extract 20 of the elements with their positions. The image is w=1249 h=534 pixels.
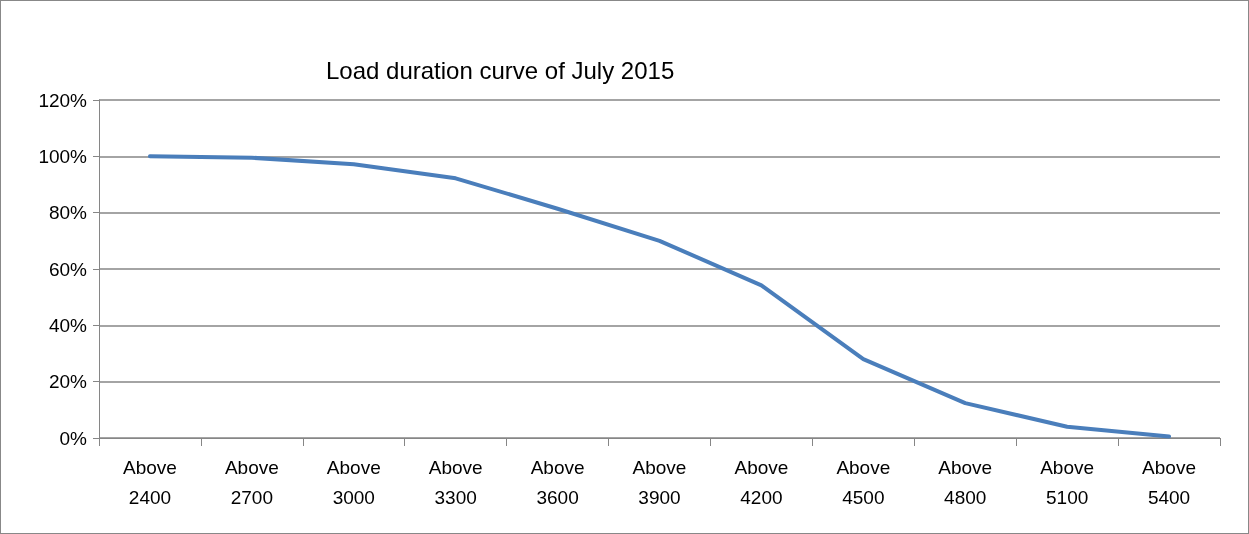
x-tick-label: Above 3900 [632,456,687,508]
x-tick-label: Above 2400 [123,456,177,508]
x-tick-label: Above 5400 [1142,456,1196,508]
y-tick-label: 20% [48,371,88,393]
line-series [147,154,1172,439]
x-tick-label: Above 3600 [530,456,585,508]
y-tick-label: 120% [38,89,88,111]
x-tick-label: Above 4200 [734,456,789,508]
chart-title: Load duration curve of July 2015 [326,56,675,84]
x-tick-label: Above 4800 [938,456,993,508]
x-tick-label: Above 3000 [326,456,381,508]
x-tick-label: Above 2700 [224,456,279,508]
y-tick-label: 100% [38,145,88,167]
x-tick-label: Above 3300 [428,456,483,508]
y-tick-label: 60% [48,258,88,280]
y-tick-label: 80% [48,202,88,224]
x-tick-label: Above 4500 [836,456,891,508]
y-tick-label: 40% [48,314,88,336]
y-tick-label: 0% [59,427,88,449]
x-tick-label: Above 5100 [1040,456,1095,508]
